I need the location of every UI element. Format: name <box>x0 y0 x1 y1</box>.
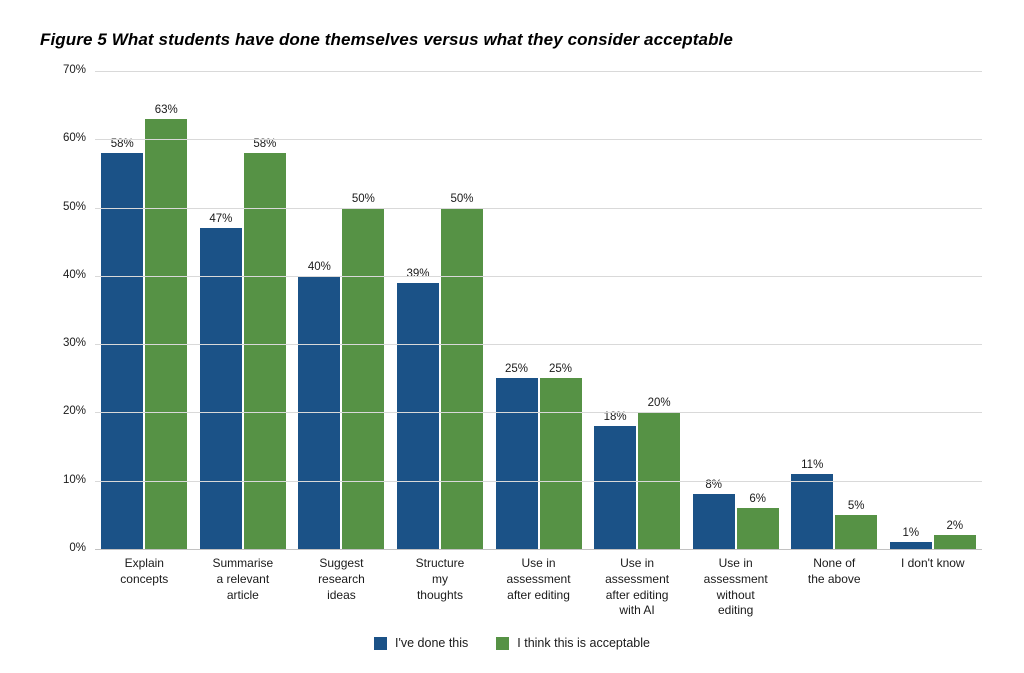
y-axis-tick-label: 70% <box>62 64 86 76</box>
bar-value-label: 8% <box>705 479 722 492</box>
x-axis-category-label: Summarise a relevant article <box>212 556 274 602</box>
legend-swatch-done-this-icon <box>374 636 387 650</box>
bar-done-this <box>101 152 144 549</box>
bar-done-this <box>495 378 538 549</box>
bar-acceptable <box>539 378 582 549</box>
bar-done-this <box>889 542 932 549</box>
bar-acceptable <box>145 118 188 549</box>
gridline <box>95 480 982 482</box>
y-axis-tick-label: 10% <box>62 473 86 486</box>
legend-swatch-acceptable-icon <box>496 636 510 650</box>
bar-groups: 58% 63% 47% 58% 40% 50% 39% 50% 25% 25% 18% 20% 8% 6%… <box>95 71 982 549</box>
bar-value-label: 47% <box>209 213 233 226</box>
bar-group: 8% 6% <box>686 71 785 549</box>
legend: I've done this I think this is acceptabl… <box>0 636 1024 650</box>
figure-title: Figure 5 What students have done themsel… <box>40 30 733 49</box>
bar-acceptable <box>736 508 779 549</box>
gridline <box>95 412 982 414</box>
bar-group: 25% 25% <box>489 71 588 549</box>
bar-group: 1% 2% <box>884 71 983 549</box>
legend-label-done-this: I've done this <box>395 636 469 650</box>
gridline <box>95 71 982 72</box>
legend-label-acceptable: I think this is acceptable <box>517 636 650 650</box>
bar-value-label: 18% <box>603 411 627 424</box>
bar-acceptable <box>342 207 385 549</box>
bar-value-label: 11% <box>801 458 824 471</box>
bar-acceptable <box>835 514 878 549</box>
bar-value-label: 40% <box>307 260 331 273</box>
bar-value-label: 50% <box>450 192 474 205</box>
y-axis-tick-label: 40% <box>62 268 86 281</box>
bar-acceptable <box>243 152 286 549</box>
bar-done-this <box>396 282 439 549</box>
bar-group: 11% 5% <box>785 71 884 549</box>
y-axis-tick-label: 60% <box>62 132 86 145</box>
bar-value-label: 20% <box>647 397 671 410</box>
y-axis-tick-label: 20% <box>62 405 86 418</box>
y-axis-tick-label: 0% <box>69 542 86 554</box>
x-axis-category-label: I don't know <box>900 556 965 570</box>
bar-value-label: 2% <box>946 520 964 533</box>
bar-group: 47% 58% <box>194 71 293 549</box>
bar-done-this <box>692 494 735 549</box>
y-axis-tick-label: 30% <box>62 337 86 350</box>
x-axis-line <box>95 549 982 550</box>
bar-group: 18% 20% <box>588 71 687 549</box>
bar-acceptable <box>440 207 483 549</box>
bar-value-label: 1% <box>902 527 920 540</box>
x-axis-category-label: Use in assessment after editing <box>506 556 571 602</box>
gridline <box>95 139 982 141</box>
bar-done-this <box>594 426 637 549</box>
bar-acceptable <box>933 535 976 549</box>
bar-value-label: 6% <box>749 493 766 506</box>
bar-value-label: 58% <box>110 137 134 150</box>
x-axis-category-label: Suggest research ideas <box>318 556 365 602</box>
x-axis-labels: Explain concepts Summarise a relevant art… <box>95 556 982 619</box>
bar-group: 39% 50% <box>391 71 490 549</box>
y-axis-tick-label: 50% <box>62 200 86 213</box>
legend-item-done-this: I've done this <box>374 636 468 650</box>
bar-value-label: 58% <box>253 137 277 150</box>
plot-area: 58% 63% 47% 58% 40% 50% 39% 50% 25% 25% 18% 20% 8% 6%… <box>95 71 982 550</box>
bar-value-label: 50% <box>351 192 375 205</box>
x-axis-category-label: Use in assessment after editing with AI <box>605 556 670 618</box>
bar-value-label: 25% <box>505 363 529 376</box>
bar-done-this <box>791 473 834 549</box>
bar-group: 40% 50% <box>292 71 391 549</box>
x-axis-category-label: Structure my thoughts <box>415 556 465 602</box>
legend-item-acceptable: I think this is acceptable <box>496 636 650 650</box>
bar-group: 58% 63% <box>95 71 194 549</box>
x-axis-category-label: Explain concepts <box>120 556 169 586</box>
bar-value-label: 25% <box>549 363 573 376</box>
gridline <box>95 275 982 277</box>
gridline <box>95 207 982 209</box>
bar-value-label: 63% <box>154 103 178 116</box>
bar-done-this <box>199 228 242 549</box>
bar-value-label: 5% <box>847 499 865 512</box>
x-axis-category-label: None of the above <box>807 556 861 586</box>
x-axis-category-label: Use in assessment without editing <box>703 556 768 618</box>
bar-value-label: 39% <box>406 267 430 280</box>
gridline <box>95 344 982 346</box>
